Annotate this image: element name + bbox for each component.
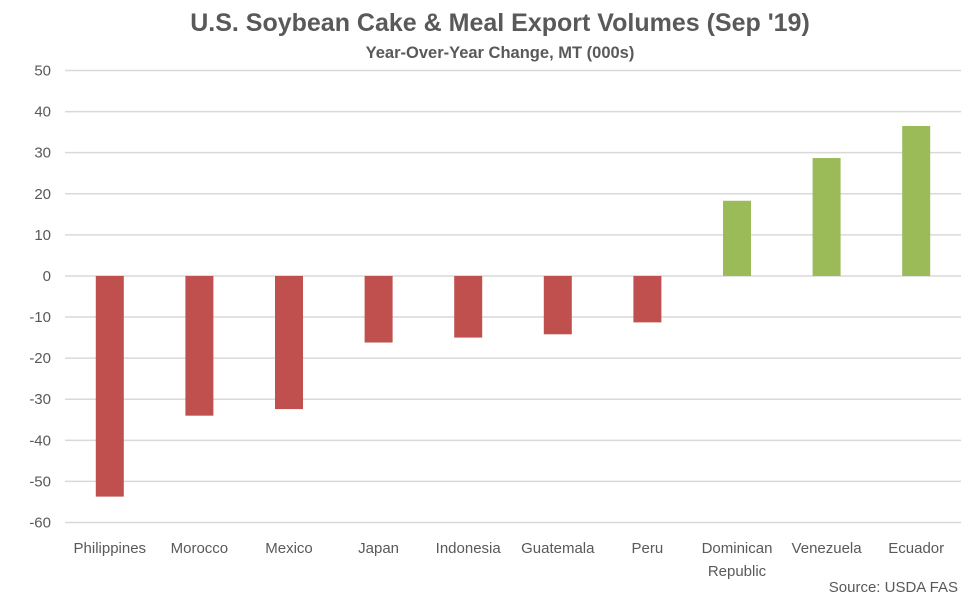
chart-subtitle: Year-Over-Year Change, MT (000s) — [366, 44, 635, 62]
source-note: Source: USDA FAS — [829, 579, 958, 596]
bar-philippines — [95, 275, 124, 497]
bar-mexico — [275, 275, 303, 410]
y-tick-label: -20 — [29, 350, 51, 367]
bar-japan — [364, 275, 393, 343]
bar-morocco — [185, 275, 214, 416]
x-tick-label: Republic — [708, 563, 767, 580]
bars — [95, 125, 931, 497]
x-tick-label: Ecuador — [888, 540, 944, 557]
x-tick-label: Mexico — [265, 540, 313, 557]
y-tick-label: 50 — [34, 63, 51, 80]
x-tick-label: Peru — [632, 540, 664, 557]
bar-guatemala — [543, 275, 572, 335]
bar-dominican-republic — [723, 200, 751, 276]
chart-title: U.S. Soybean Cake & Meal Export Volumes … — [190, 9, 810, 37]
x-tick-label: Philippines — [74, 540, 147, 557]
x-tick-label: Indonesia — [436, 540, 502, 557]
y-tick-label: 0 — [43, 268, 51, 285]
y-tick-label: 10 — [34, 227, 51, 244]
gridlines — [65, 69, 961, 524]
bar-venezuela — [812, 158, 841, 276]
y-tick-label: 40 — [34, 104, 51, 121]
x-tick-label: Morocco — [171, 540, 229, 557]
bar-indonesia — [454, 275, 483, 338]
y-tick-label: -40 — [29, 432, 51, 449]
x-tick-label: Guatemala — [521, 540, 595, 557]
y-tick-label: -60 — [29, 515, 51, 532]
y-tick-label: -10 — [29, 309, 51, 326]
bar-ecuador — [902, 125, 931, 276]
x-tick-label: Japan — [358, 540, 399, 557]
x-tick-label: Venezuela — [792, 540, 863, 557]
x-axis-ticks: Philippines Morocco Mexico Japan Indonesia Gu… — [74, 540, 945, 580]
y-tick-label: 30 — [34, 145, 51, 162]
y-tick-label: -50 — [29, 473, 51, 490]
y-axis-ticks: 50 40 30 20 10 0 -10 -20 -30 -40 -50 -60 — [29, 63, 51, 532]
bar-peru — [633, 275, 662, 323]
y-tick-label: 20 — [34, 186, 51, 203]
y-tick-label: -30 — [29, 391, 51, 408]
x-tick-label: Dominican — [702, 540, 773, 557]
